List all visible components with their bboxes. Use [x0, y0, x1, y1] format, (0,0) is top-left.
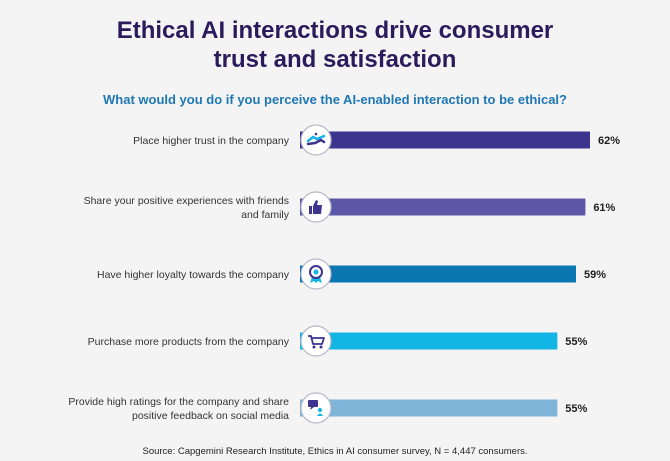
bar-row-3: Have higher loyalty towards the company 5… [97, 258, 606, 290]
bar-cap [549, 332, 558, 350]
icon-circle [300, 392, 332, 424]
shopping-cart-icon [308, 335, 325, 349]
icon-circle [300, 325, 332, 357]
thumbs-up-icon [309, 200, 322, 214]
bar [300, 131, 590, 149]
value-label: 61% [593, 202, 615, 214]
bar-row-1: Place higher trust in the company 62% [133, 124, 620, 156]
bar [300, 399, 558, 417]
source-note: Source: Capgemini Research Institute, Et… [142, 446, 528, 457]
category-label: Purchase more products from the company [88, 336, 290, 348]
icon-circle [300, 124, 332, 156]
category-label: Share your positive experiences with fri… [84, 195, 289, 207]
bar [300, 198, 586, 216]
chart-title-line-1: Ethical AI interactions drive consumer [116, 17, 554, 44]
bar-row-5: Provide high ratings for the company and… [68, 392, 587, 424]
bar-cap [577, 198, 586, 216]
value-label: 55% [565, 336, 587, 348]
chart-title-line-2: trust and satisfaction [213, 46, 457, 73]
category-label: Place higher trust in the company [133, 135, 290, 147]
bar-cap [549, 399, 558, 417]
bar-row-4: Purchase more products from the company 5… [88, 325, 587, 357]
bar [300, 265, 576, 283]
chat-people-icon [308, 400, 323, 416]
category-label: positive feedback on social media [132, 410, 289, 422]
bar-cap [567, 265, 576, 283]
value-label: 62% [598, 135, 620, 147]
bar [300, 332, 558, 350]
value-label: 55% [565, 403, 587, 415]
chart-subtitle: What would you do if you perceive the AI… [103, 92, 567, 107]
award-ribbon-icon [309, 265, 323, 283]
category-label: and family [241, 209, 290, 221]
handshake-icon [306, 132, 326, 146]
chart-title: Ethical AI interactions drive consumer t… [0, 16, 670, 74]
value-label: 59% [584, 269, 606, 281]
category-label: Provide high ratings for the company and… [68, 396, 289, 408]
category-label: Have higher loyalty towards the company [97, 269, 290, 281]
bar-row-2: Share your positive experiences with fri… [84, 191, 616, 223]
bar-cap [582, 131, 590, 149]
